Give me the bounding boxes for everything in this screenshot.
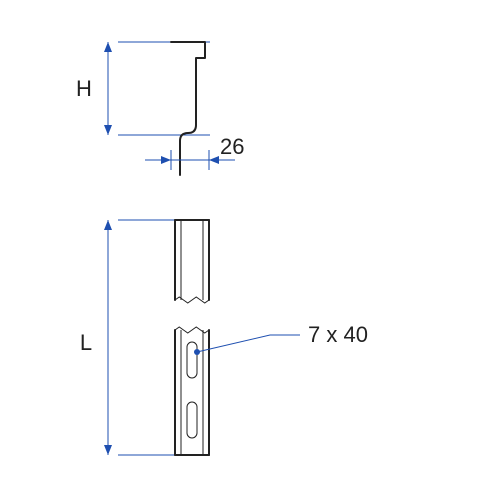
callout-leader [197,335,300,352]
slot-2 [187,402,197,438]
slot-1 [187,342,197,378]
dim-label-l: L [80,330,92,355]
dim-label-26: 26 [220,134,244,159]
profile-cross-section [171,42,205,175]
dim-label-slot: 7 x 40 [308,322,368,347]
dim-label-h: H [76,76,92,101]
